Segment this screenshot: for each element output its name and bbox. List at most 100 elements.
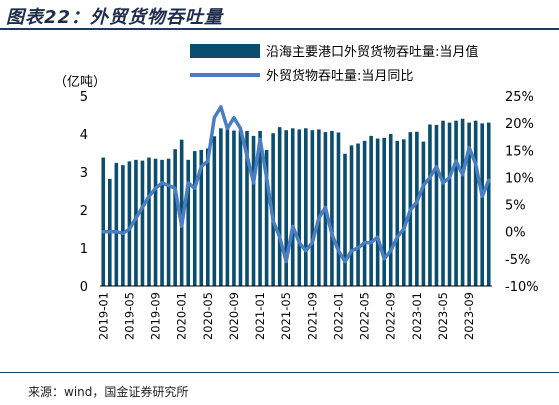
bar	[114, 162, 119, 286]
x-tick-label: 2020-09	[227, 292, 241, 340]
right-tick-label: 5%	[505, 199, 526, 214]
bar	[101, 157, 106, 286]
x-tick-label: 2021-05	[279, 292, 293, 340]
x-tick-label: 2020-01	[175, 292, 189, 340]
bar	[258, 130, 262, 286]
x-tick-label: 2021-01	[253, 292, 267, 340]
legend: 沿海主要港口外贸货物吞吐量:当月值 外贸货物吞吐量:当月同比	[190, 44, 478, 84]
bar	[421, 141, 426, 286]
right-tick-label: 15%	[505, 144, 534, 159]
title-divider	[0, 28, 559, 30]
x-tick-label: 2020-05	[201, 292, 215, 340]
bar	[336, 132, 341, 286]
bar	[395, 140, 400, 286]
bar	[186, 159, 190, 286]
bar	[212, 136, 217, 286]
bar	[454, 120, 458, 286]
right-tick-label: -5%	[505, 253, 530, 268]
x-tick-label: 2019-05	[122, 292, 136, 340]
bar	[192, 151, 197, 286]
bar	[121, 165, 125, 286]
bar	[441, 120, 445, 286]
bar	[251, 135, 256, 286]
bar	[225, 129, 230, 286]
bar	[473, 120, 478, 286]
chart-title: 图表22：外贸货物吞吐量	[6, 7, 224, 28]
bar	[264, 149, 269, 286]
bar	[304, 128, 308, 286]
x-tick-label: 2019-09	[149, 292, 163, 340]
bar	[428, 124, 432, 286]
bar	[134, 159, 138, 286]
bar	[480, 123, 484, 286]
right-axis: -10% -5% 0% 5% 10% 15% 20% 25%	[505, 90, 539, 295]
left-tick-label: 4	[80, 128, 88, 143]
bar	[375, 138, 380, 286]
bar	[284, 130, 288, 286]
x-tick-label: 2021-09	[305, 292, 319, 340]
right-tick-label: -10%	[505, 280, 539, 295]
legend-bar-label: 沿海主要港口外贸货物吞吐量:当月值	[266, 44, 478, 60]
bar	[317, 129, 321, 286]
x-tick-label: 2023-05	[436, 292, 450, 340]
bar	[434, 124, 439, 286]
bar	[297, 129, 302, 286]
bar	[460, 118, 465, 286]
yoy-line	[101, 105, 491, 264]
right-tick-label: 0%	[505, 226, 526, 241]
bar-series	[101, 118, 491, 286]
left-axis-unit: （亿吨）	[54, 75, 106, 90]
left-tick-label: 3	[80, 166, 88, 181]
bar	[290, 128, 295, 286]
right-tick-label: 10%	[505, 171, 534, 186]
bar	[356, 143, 360, 286]
x-tick-label: 2023-09	[462, 292, 476, 340]
bar	[362, 140, 367, 286]
bar	[238, 130, 243, 286]
x-tick-label: 2022-01	[331, 292, 345, 340]
footer-divider	[0, 372, 559, 373]
bar	[219, 128, 223, 286]
bar	[232, 130, 236, 286]
left-tick-label: 0	[80, 280, 88, 295]
left-tick-label: 5	[80, 90, 88, 105]
chart: 沿海主要港口外贸货物吞吐量:当月值 外贸货物吞吐量:当月同比 （亿吨） 0 1 2 3…	[54, 44, 539, 340]
bar	[140, 160, 145, 286]
left-tick-label: 1	[80, 242, 88, 257]
bar	[206, 148, 210, 286]
bar	[147, 157, 151, 286]
bar	[127, 161, 132, 286]
bar	[310, 130, 315, 286]
bar	[388, 134, 393, 286]
bar	[153, 158, 158, 286]
bar	[402, 139, 406, 286]
left-tick-label: 2	[80, 204, 88, 219]
legend-line-label: 外贸货物吞吐量:当月同比	[266, 68, 413, 84]
bar	[486, 122, 491, 286]
bar	[277, 127, 282, 286]
right-tick-label: 20%	[505, 117, 534, 132]
legend-bar-swatch	[190, 44, 260, 58]
bar	[415, 131, 419, 286]
source-note: 来源：wind，国金证券研究所	[28, 385, 189, 399]
bar	[369, 135, 373, 286]
bar	[330, 130, 334, 286]
bar	[199, 149, 204, 286]
bar	[166, 158, 171, 286]
bar	[382, 137, 386, 286]
line-series	[101, 105, 491, 264]
bar	[179, 139, 184, 286]
bar	[343, 153, 347, 286]
bar	[245, 130, 249, 286]
bar	[173, 149, 177, 286]
right-tick-label: 25%	[505, 90, 534, 105]
bar	[349, 145, 354, 286]
left-axis: 0 1 2 3 4 5	[80, 90, 88, 295]
x-tick-label: 2022-05	[358, 292, 372, 340]
x-tick-label: 2022-09	[384, 292, 398, 340]
x-tick-label: 2023-01	[410, 292, 424, 340]
bar	[467, 122, 471, 286]
bar	[447, 122, 452, 286]
x-tick-label: 2019-01	[96, 292, 110, 340]
bar	[160, 159, 164, 286]
